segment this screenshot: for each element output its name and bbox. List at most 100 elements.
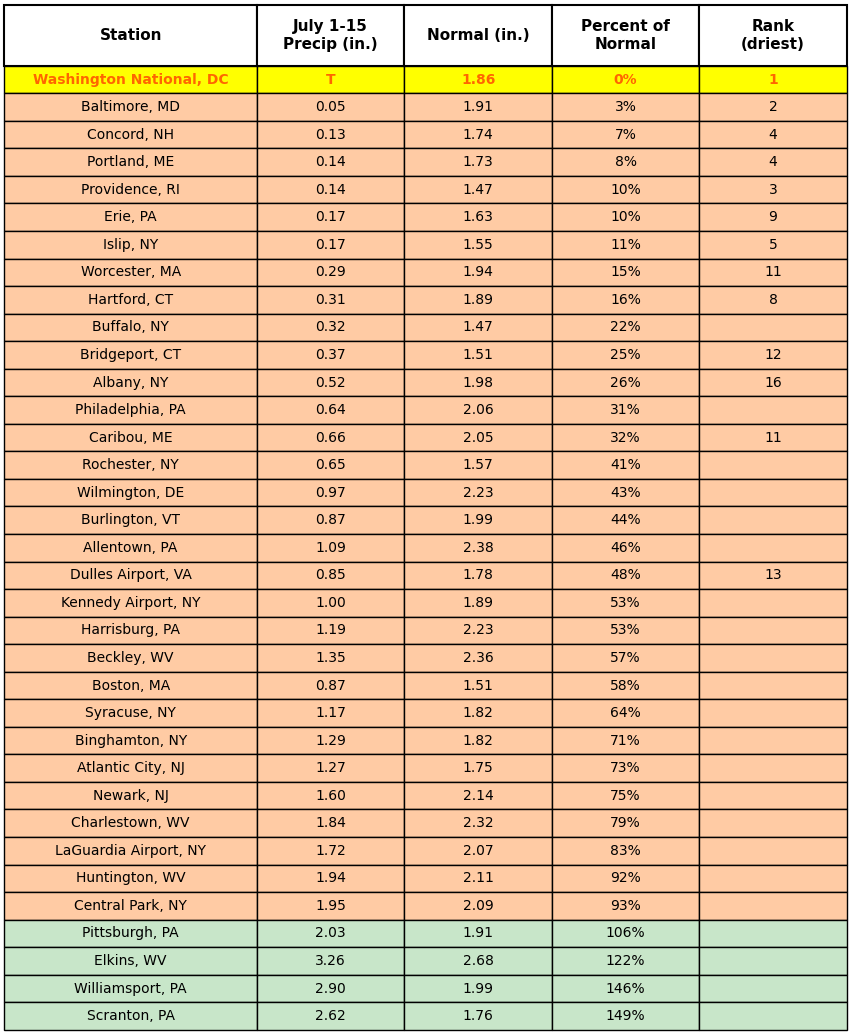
Bar: [4, 781, 257, 809]
Bar: [4, 864, 257, 892]
Text: Bridgeport, CT: Bridgeport, CT: [80, 348, 181, 362]
Text: Percent of
Normal: Percent of Normal: [581, 20, 670, 52]
Bar: [551, 121, 700, 148]
Text: 0.31: 0.31: [316, 293, 346, 307]
Text: 1.99: 1.99: [463, 513, 494, 527]
Bar: [404, 562, 551, 589]
Bar: [257, 672, 404, 700]
Text: 25%: 25%: [610, 348, 641, 362]
Bar: [257, 368, 404, 396]
Text: 1.27: 1.27: [316, 761, 346, 775]
Bar: [551, 892, 700, 920]
Text: 2.23: 2.23: [463, 623, 494, 638]
Bar: [700, 809, 847, 837]
Bar: [4, 975, 257, 1002]
Text: Station: Station: [100, 28, 162, 43]
Bar: [257, 589, 404, 617]
Text: 1.17: 1.17: [315, 706, 346, 720]
Bar: [404, 204, 551, 231]
Bar: [551, 672, 700, 700]
Bar: [551, 920, 700, 947]
Bar: [257, 424, 404, 451]
Bar: [404, 837, 551, 864]
Text: 1: 1: [768, 72, 778, 87]
Text: 0.85: 0.85: [316, 568, 346, 583]
Text: 1.94: 1.94: [463, 265, 494, 279]
Text: 9: 9: [768, 210, 778, 225]
Bar: [4, 259, 257, 286]
Bar: [4, 479, 257, 506]
Bar: [257, 864, 404, 892]
Bar: [700, 617, 847, 644]
Bar: [257, 534, 404, 562]
Bar: [551, 837, 700, 864]
Text: Washington National, DC: Washington National, DC: [33, 72, 228, 87]
Bar: [404, 148, 551, 176]
Text: Providence, RI: Providence, RI: [81, 183, 180, 197]
Text: 146%: 146%: [606, 981, 645, 996]
Bar: [257, 809, 404, 837]
Bar: [257, 148, 404, 176]
Text: Philadelphia, PA: Philadelphia, PA: [76, 403, 186, 417]
Bar: [700, 1002, 847, 1030]
Bar: [4, 5, 257, 66]
Bar: [551, 368, 700, 396]
Text: 7%: 7%: [614, 127, 637, 142]
Text: 10%: 10%: [610, 183, 641, 197]
Bar: [700, 892, 847, 920]
Bar: [700, 562, 847, 589]
Bar: [4, 396, 257, 424]
Bar: [404, 479, 551, 506]
Text: 1.47: 1.47: [463, 321, 494, 334]
Bar: [551, 451, 700, 479]
Text: 92%: 92%: [610, 871, 641, 885]
Text: 8: 8: [768, 293, 778, 307]
Text: Caribou, ME: Caribou, ME: [89, 431, 173, 445]
Bar: [404, 644, 551, 672]
Text: 1.19: 1.19: [315, 623, 346, 638]
Bar: [257, 837, 404, 864]
Bar: [257, 121, 404, 148]
Text: 11: 11: [764, 431, 782, 445]
Bar: [404, 506, 551, 534]
Text: 3%: 3%: [614, 100, 637, 114]
Text: Islip, NY: Islip, NY: [103, 238, 158, 252]
Bar: [700, 920, 847, 947]
Bar: [700, 204, 847, 231]
Bar: [551, 809, 700, 837]
Bar: [404, 342, 551, 368]
Bar: [404, 589, 551, 617]
Text: 1.00: 1.00: [316, 596, 346, 610]
Text: 4: 4: [768, 155, 778, 169]
Bar: [257, 506, 404, 534]
Bar: [700, 121, 847, 148]
Bar: [404, 451, 551, 479]
Bar: [404, 920, 551, 947]
Bar: [404, 700, 551, 727]
Bar: [700, 644, 847, 672]
Bar: [551, 781, 700, 809]
Bar: [257, 93, 404, 121]
Text: T: T: [326, 72, 335, 87]
Text: Baltimore, MD: Baltimore, MD: [81, 100, 180, 114]
Bar: [700, 148, 847, 176]
Text: 2.09: 2.09: [463, 898, 494, 913]
Text: 1.63: 1.63: [463, 210, 494, 225]
Bar: [700, 286, 847, 314]
Bar: [257, 781, 404, 809]
Text: Charlestown, WV: Charlestown, WV: [71, 817, 190, 830]
Text: 2.62: 2.62: [316, 1009, 346, 1023]
Bar: [4, 644, 257, 672]
Text: 93%: 93%: [610, 898, 641, 913]
Text: 1.94: 1.94: [315, 871, 346, 885]
Bar: [551, 314, 700, 342]
Text: 0.87: 0.87: [316, 679, 346, 692]
Text: 1.84: 1.84: [315, 817, 346, 830]
Text: 2.14: 2.14: [463, 789, 494, 803]
Bar: [404, 672, 551, 700]
Bar: [4, 176, 257, 204]
Text: 2.36: 2.36: [463, 651, 494, 664]
Bar: [700, 66, 847, 93]
Bar: [700, 451, 847, 479]
Bar: [551, 5, 700, 66]
